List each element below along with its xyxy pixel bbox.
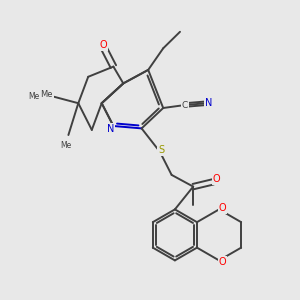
Text: N: N bbox=[107, 124, 114, 134]
Text: O: O bbox=[99, 40, 107, 50]
Text: Me: Me bbox=[60, 141, 71, 150]
Text: Me: Me bbox=[40, 90, 53, 99]
Text: Me: Me bbox=[29, 92, 40, 101]
Text: O: O bbox=[212, 174, 220, 184]
Text: S: S bbox=[158, 145, 164, 155]
Text: O: O bbox=[219, 203, 226, 213]
Text: O: O bbox=[219, 257, 226, 267]
Text: C: C bbox=[182, 100, 188, 109]
Text: N: N bbox=[205, 98, 212, 108]
